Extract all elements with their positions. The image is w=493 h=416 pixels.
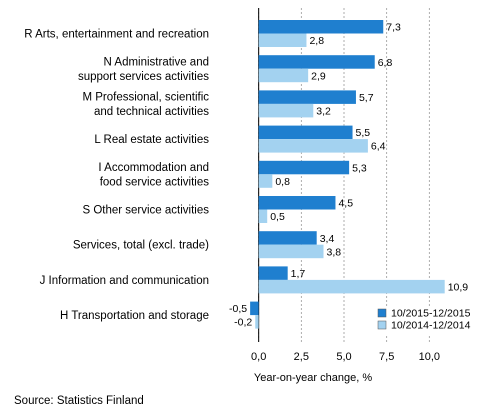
bar-series-2 — [258, 209, 268, 223]
value-label: 0,8 — [275, 176, 290, 188]
category-label: L Real estate activities — [94, 134, 209, 146]
category-label: I Accommodation and — [98, 162, 209, 174]
x-tick-label: 5,0 — [336, 351, 351, 363]
value-label: 4,5 — [338, 198, 353, 210]
value-label: 7,3 — [386, 22, 401, 34]
value-label: 1,7 — [291, 268, 306, 280]
bar-series-2 — [258, 174, 273, 188]
bar-series-1 — [250, 301, 259, 316]
bars — [250, 20, 445, 329]
value-label: 5,7 — [359, 92, 374, 104]
bar-series-1 — [258, 231, 317, 245]
value-label: 0,5 — [270, 211, 285, 223]
bar-series-2 — [258, 103, 314, 118]
bar-series-1 — [258, 90, 356, 104]
bar-series-1 — [258, 160, 350, 175]
bar-series-1 — [258, 125, 353, 140]
value-label: 5,3 — [352, 162, 367, 174]
bar-series-2 — [258, 244, 324, 259]
value-label: -0,2 — [234, 317, 252, 329]
value-label: 2,9 — [311, 70, 326, 82]
category-label: N Administrative and — [104, 56, 209, 68]
value-label: 6,8 — [378, 57, 393, 69]
value-label: 10,9 — [448, 281, 469, 293]
value-label: 2,8 — [309, 35, 324, 47]
x-tick-label: 0,0 — [251, 351, 266, 363]
category-label: R Arts, entertainment and recreation — [24, 29, 209, 41]
category-label: M Professional, scientific — [82, 92, 209, 104]
bar-series-2 — [258, 68, 309, 83]
category-labels: R Arts, entertainment and recreation N Ad… — [24, 29, 209, 323]
value-label: -0,5 — [229, 303, 247, 315]
category-label: H Transportation and storage — [60, 310, 209, 322]
bar-series-1 — [258, 55, 375, 69]
bar-series-2 — [258, 279, 445, 294]
value-label: 6,4 — [371, 141, 386, 153]
x-tick-label: 2,5 — [294, 351, 309, 363]
category-label: and technical activities — [94, 106, 209, 118]
bar-series-2 — [258, 33, 307, 47]
bar-series-1 — [258, 20, 384, 34]
bar-series-1 — [258, 196, 336, 210]
legend-swatch — [377, 308, 387, 318]
legend-label: 10/2014-12/2014 — [391, 320, 471, 332]
bar-series-2 — [255, 315, 259, 329]
value-label: 3,8 — [327, 246, 342, 258]
bar-series-1 — [258, 266, 288, 280]
x-tick-label: 10,0 — [419, 351, 440, 363]
legend-box — [374, 306, 472, 336]
x-axis: 0,0 2,5 5,0 7,5 10,0 — [251, 351, 440, 363]
value-label: 5,5 — [356, 127, 371, 139]
category-label: food service activities — [100, 177, 210, 189]
value-label: 3,4 — [320, 233, 335, 245]
value-labels: 7,3 6,8 5,7 5,5 5,3 4,5 3,4 1,7 -0,5 2,8 2,9 3,2 6,4… — [229, 22, 468, 329]
x-axis-title: Year-on-year change, % — [254, 372, 372, 384]
source-note: Source: Statistics Finland — [14, 395, 144, 407]
category-label: J Information and communication — [40, 275, 209, 287]
legend-swatch — [377, 320, 387, 330]
legend-label: 10/2015-12/2015 — [391, 308, 471, 320]
bar-series-2 — [258, 139, 368, 153]
category-label: support services activities — [78, 71, 209, 83]
category-label: Services, total (excl. trade) — [73, 240, 209, 252]
value-label: 3,2 — [316, 105, 331, 117]
category-label: S Other service activities — [82, 205, 209, 217]
x-tick-label: 7,5 — [379, 351, 394, 363]
